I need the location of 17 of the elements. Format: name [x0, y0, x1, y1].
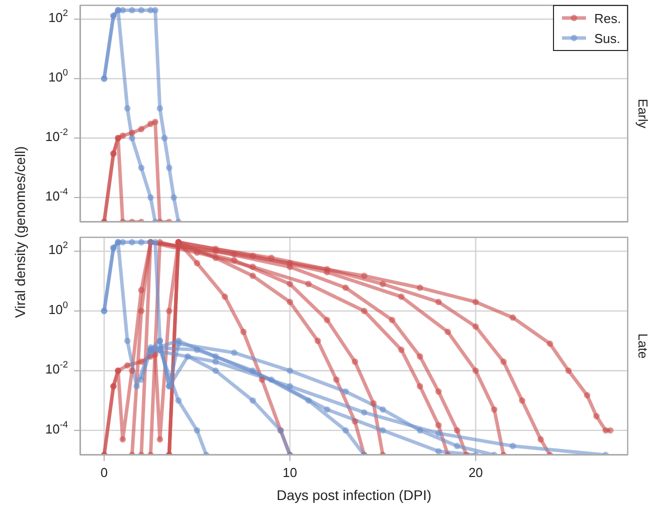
- y-tick-label: 10$^{-2}$: [45, 360, 68, 378]
- text: Early: [636, 98, 651, 129]
- y-tick-label: 10$^{0}$: [48, 68, 68, 86]
- y-tick-label: 10$^{-4}$: [45, 186, 68, 204]
- x-tick-label: 20: [468, 464, 483, 480]
- legend-label: Res.: [594, 10, 621, 26]
- y-tick-label: 10$^{0}$: [48, 300, 68, 318]
- x-tick-label: 10: [282, 464, 298, 480]
- legend-label: Sus.: [594, 30, 620, 46]
- y-tick-label: 10$^{2}$: [48, 8, 68, 26]
- y-tick-label: 10$^{-2}$: [45, 128, 68, 145]
- text: Late: [636, 333, 651, 359]
- x-axis-title: Days post infection (DPI): [276, 487, 432, 503]
- x-tick-label: 0: [100, 464, 108, 480]
- y-axis-title: Viral density (genomes/cell): [12, 146, 28, 318]
- y-tick-label: 10$^{-4}$: [45, 420, 68, 437]
- y-tick-label: 10$^{2}$: [48, 240, 68, 258]
